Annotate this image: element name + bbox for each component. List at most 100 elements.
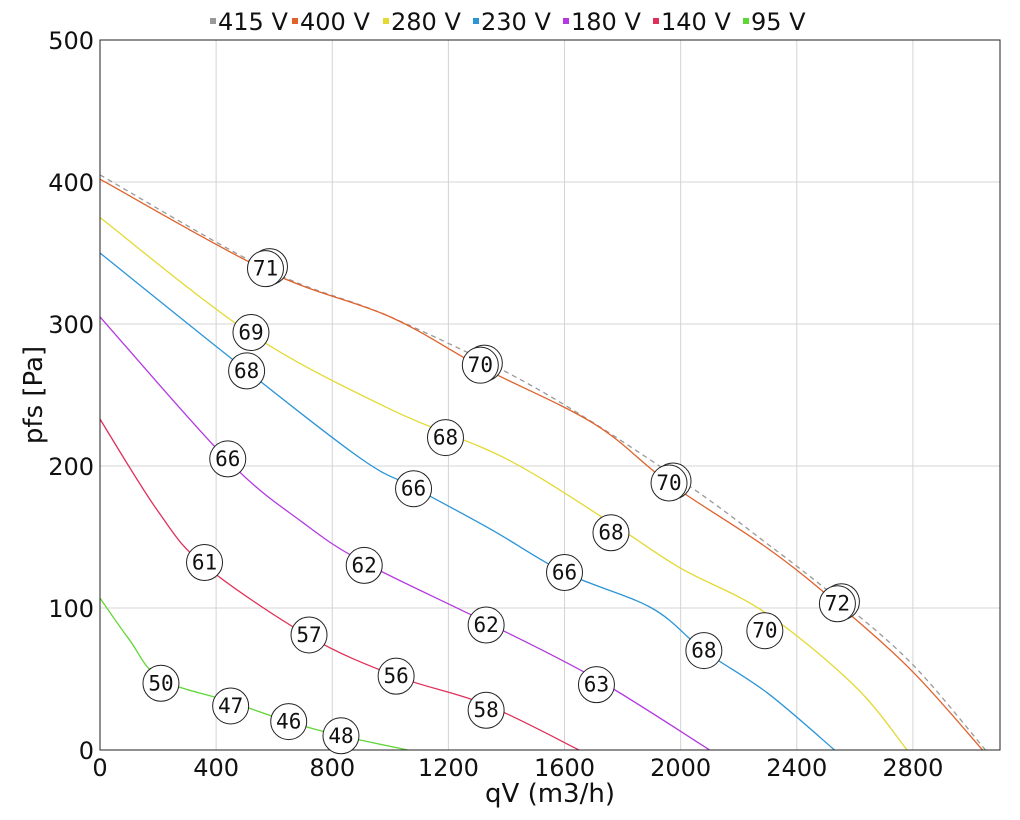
x-tick-label: 800 [309,754,355,782]
marker-140v-2: 56 [377,657,415,695]
legend-label: 400 V [300,8,370,36]
marker-95v-0: 50 [142,664,180,702]
legend-label: 280 V [391,8,461,36]
legend-item: 95 V [743,8,806,36]
marker-label: 68 [598,521,623,545]
x-tick-label: 1600 [534,754,595,782]
marker-95v-2: 46 [270,703,308,741]
series-line-415v [99,174,986,751]
marker-circle [746,612,784,650]
legend-swatch [563,18,569,24]
marker-circle [212,687,250,725]
marker-400v-2: 70 [650,462,692,502]
marker-280v-0: 69 [232,314,270,352]
plot-frame [99,39,1001,751]
marker-label: 62 [352,553,377,577]
marker-circle [246,250,284,288]
marker-label: 62 [473,613,498,637]
marker-circle [461,346,499,384]
marker-label: 50 [148,671,173,695]
marker-circle [650,464,688,502]
marker-label: 72 [825,592,850,616]
x-tick-label: 2000 [650,754,711,782]
marker-180v-2: 62 [467,606,505,644]
x-tick-label: 1200 [418,754,479,782]
marker-label: 66 [552,561,577,585]
marker-circle [592,514,630,552]
marker-label: 46 [276,710,301,734]
marker-280v-1: 68 [426,419,464,457]
y-tick-label: 200 [48,453,94,481]
marker-label: 61 [192,551,217,575]
marker-circle [142,664,180,702]
marker-400v-0: 71 [246,248,288,288]
marker-140v-3: 58 [467,691,505,729]
marker-circle [377,657,415,695]
marker-label: 48 [328,724,353,748]
marker-label: 71 [253,257,278,281]
x-tick-label: 2400 [766,754,827,782]
marker-label: 47 [218,694,243,718]
markers-layer: 71 70 70 72 69 68 68 70 68 66 66 68 66 62 62 63 61 57 56 58… [142,248,860,755]
x-axis-title: qV (m3/h) [485,779,615,809]
marker-circle [209,440,247,478]
marker-180v-3: 63 [577,666,615,704]
marker-circle [322,717,360,755]
y-tick-label: 500 [48,27,94,55]
marker-label: 56 [383,664,408,688]
marker-label: 69 [238,321,263,345]
legend-item: 415 V [210,8,288,36]
y-tick-label: 0 [79,737,94,765]
marker-label: 70 [752,619,777,643]
marker-280v-3: 70 [746,612,784,650]
legend: 415 V 400 V 280 V 230 V 180 V 140 V 95 V [210,8,806,36]
legend-swatch [653,18,659,24]
marker-label: 70 [468,353,493,377]
legend-swatch [210,18,216,24]
marker-280v-2: 68 [592,514,630,552]
legend-item: 140 V [653,8,731,36]
marker-circle [186,544,224,582]
x-axis-ticks: 0 400 800 1200 1600 2000 2400 2800 [92,754,943,782]
x-tick-label: 2800 [882,754,943,782]
marker-circle [232,314,270,352]
legend-label: 140 V [661,8,731,36]
y-tick-label: 100 [48,595,94,623]
marker-circle [818,585,856,623]
y-axis-title: pfs [Pa] [19,346,49,444]
grid [99,39,1000,751]
y-axis-ticks: 0 100 200 300 400 500 [48,27,94,765]
marker-circle [395,470,433,508]
legend-item: 230 V [473,8,551,36]
marker-circle [546,554,584,591]
marker-label: 58 [473,698,498,722]
marker-circle [467,606,505,644]
series-line-140v [99,418,580,751]
legend-item: 400 V [292,8,370,36]
legend-label: 230 V [481,8,551,36]
marker-400v-3: 72 [818,583,860,623]
marker-95v-3: 48 [322,717,360,755]
legend-item: 180 V [563,8,641,36]
y-tick-label: 300 [48,311,94,339]
marker-label: 68 [691,639,716,663]
marker-label: 63 [584,673,609,697]
x-tick-label: 400 [193,754,239,782]
marker-95v-1: 47 [212,687,250,725]
marker-circle [467,691,505,729]
marker-label: 70 [656,471,681,495]
marker-180v-1: 62 [345,546,383,584]
marker-circle [270,703,308,741]
marker-230v-0: 68 [228,352,266,390]
marker-circle [290,616,328,654]
x-tick-label: 0 [92,754,107,782]
legend-swatch [383,18,389,24]
legend-label: 415 V [218,8,288,36]
legend-swatch [473,18,479,24]
marker-label: 68 [433,426,458,450]
legend-item: 280 V [383,8,461,36]
legend-swatch [292,18,298,24]
marker-230v-3: 68 [685,632,723,670]
series-line-280v [99,216,908,751]
